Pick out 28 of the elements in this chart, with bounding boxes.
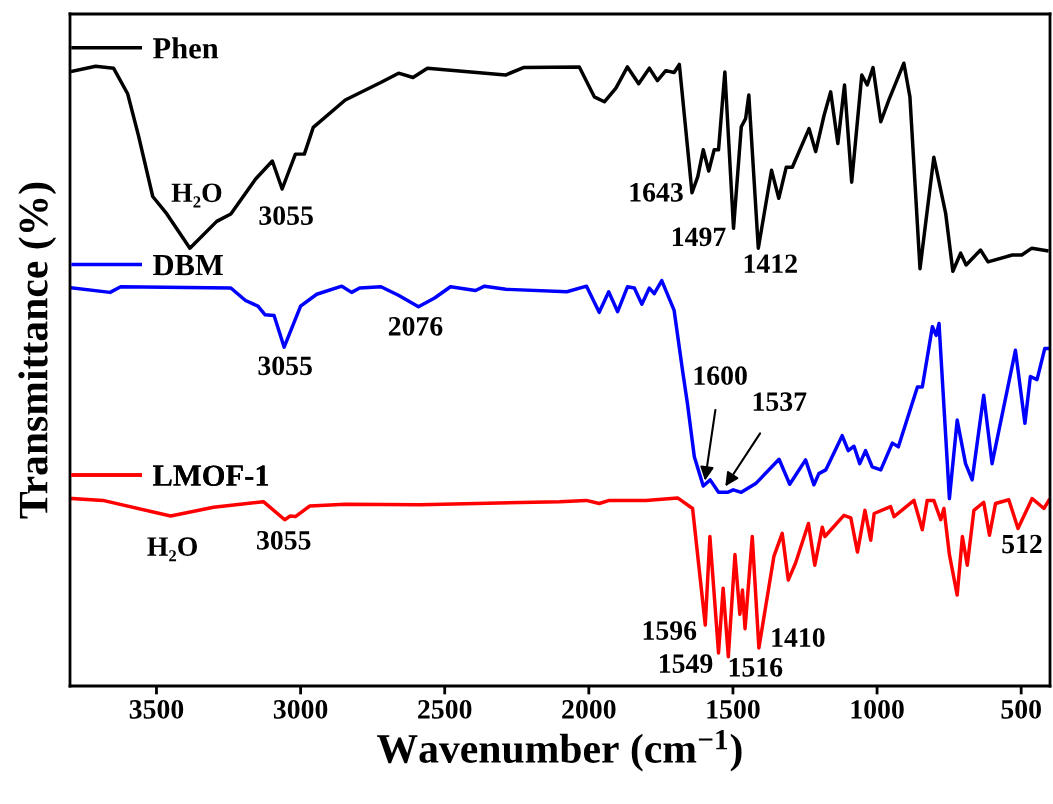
legend-label: Phen: [153, 37, 219, 59]
annotation: 1643: [630, 183, 683, 202]
annotation: 1410: [772, 628, 825, 647]
annotation: 1549: [659, 654, 713, 673]
annotation: 1600: [694, 366, 747, 386]
annotation: 1412: [744, 254, 797, 273]
x-tick-label: 500: [1001, 700, 1041, 719]
x-tick-label: 3000: [273, 700, 328, 719]
x-tick-label: 1000: [851, 700, 904, 719]
annotation: 3055: [258, 356, 312, 376]
annotation: 1537: [753, 392, 807, 412]
annotation: 1596: [643, 621, 697, 640]
annotation: H₂O: [147, 537, 198, 562]
legend-label: DBM: [153, 255, 223, 276]
x-tick-label: 2500: [418, 700, 472, 719]
annotation: 3055: [259, 206, 313, 225]
annotation: 1497: [672, 227, 726, 247]
annotation: H₂O: [171, 183, 222, 208]
x-tick-label: 1500: [707, 700, 760, 719]
legend-label: LMOF-1: [153, 465, 269, 486]
annotation: 512: [1002, 534, 1042, 554]
x-axis-title: Wavenumber (cm$^{−1}$): [377, 729, 742, 772]
annotation: 1516: [729, 658, 783, 677]
annotation: 2076: [388, 316, 443, 336]
x-tick-label: 3500: [129, 700, 184, 719]
x-tick-label: 2000: [562, 700, 616, 719]
annotation: 3055: [257, 530, 311, 550]
y-axis-title: Transmittance (%): [18, 182, 57, 519]
